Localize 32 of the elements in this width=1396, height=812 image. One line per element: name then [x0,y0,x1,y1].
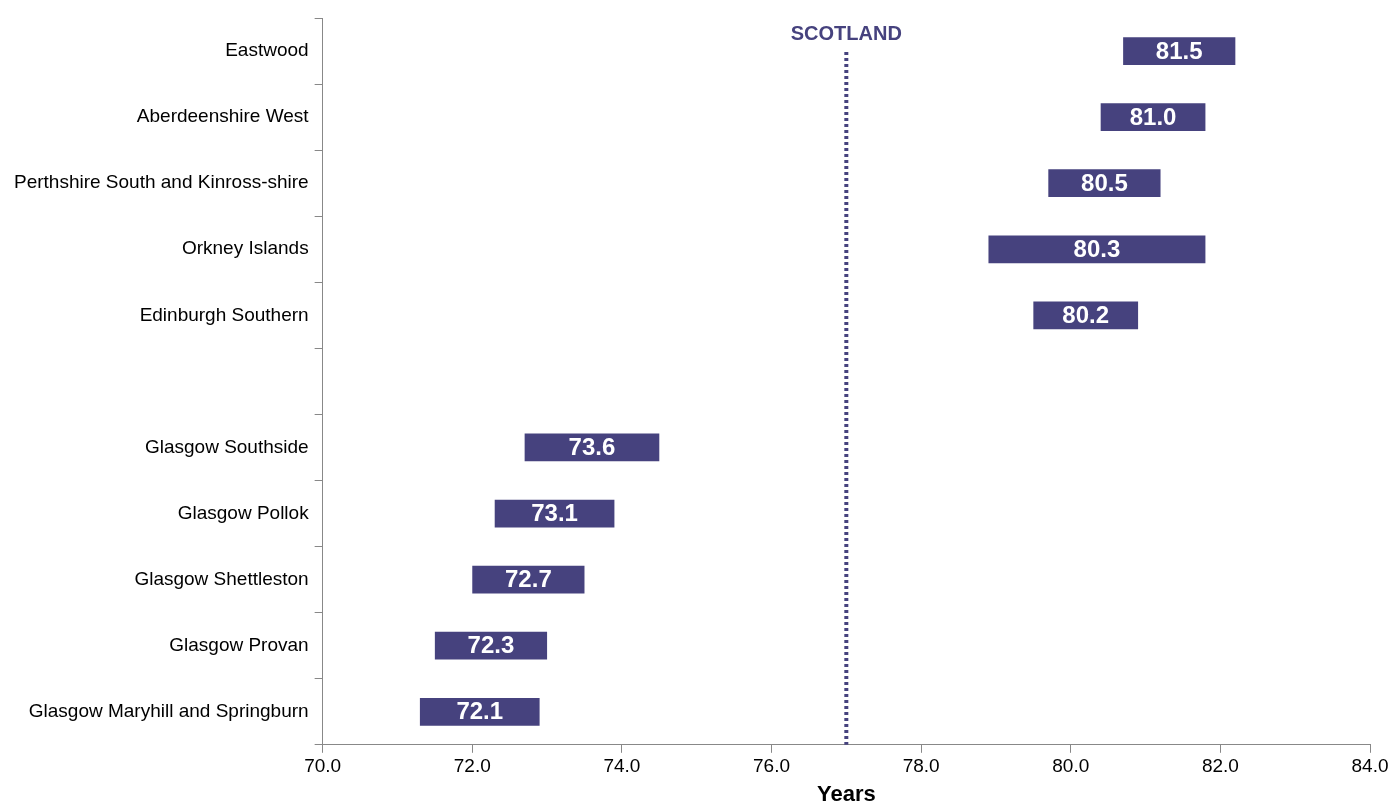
x-tick-label: 78.0 [902,755,940,777]
y-tick-label: Orkney Islands [181,237,309,259]
x-tick-label: 70.0 [304,755,342,777]
annotation: 81.5 [1155,36,1203,64]
y-tick-label: Glasgow Southside [144,435,309,457]
annotation: 81.0 [1129,102,1177,130]
annotation: 80.2 [1062,300,1110,328]
annotation: 73.6 [568,433,616,461]
annotation: 72.7 [505,565,552,593]
x-axis-title: Years [816,780,876,806]
x-tick-label: 80.0 [1052,755,1090,777]
y-tick-label: Edinburgh Southern [139,303,309,325]
y-tick-label: Glasgow Shettleston [134,567,309,589]
x-tick-label: 76.0 [753,755,791,777]
annotation: 80.5 [1081,168,1128,196]
y-tick-label: Eastwood [225,39,309,61]
y-tick-label: Glasgow Pollok [177,501,310,523]
x-tick-label: 84.0 [1351,755,1389,777]
annotation: 80.3 [1073,234,1121,262]
bar [419,697,540,726]
y-tick-label: Glasgow Provan [169,633,309,655]
bar [988,235,1206,264]
annotation: 73.1 [531,499,578,527]
x-tick-label: 72.0 [453,755,491,777]
annotation: 72.1 [456,697,504,725]
ref-line-label: SCOTLAND [790,21,902,44]
annotation: 72.3 [467,631,515,659]
y-tick-label: Glasgow Maryhill and Springburn [28,700,309,721]
y-tick-label: Perthshire South and Kinross-shire [13,171,309,193]
y-tick-label: Aberdeenshire West [136,105,310,127]
x-tick-label: 82.0 [1201,755,1239,777]
x-tick-label: 74.0 [603,755,641,777]
